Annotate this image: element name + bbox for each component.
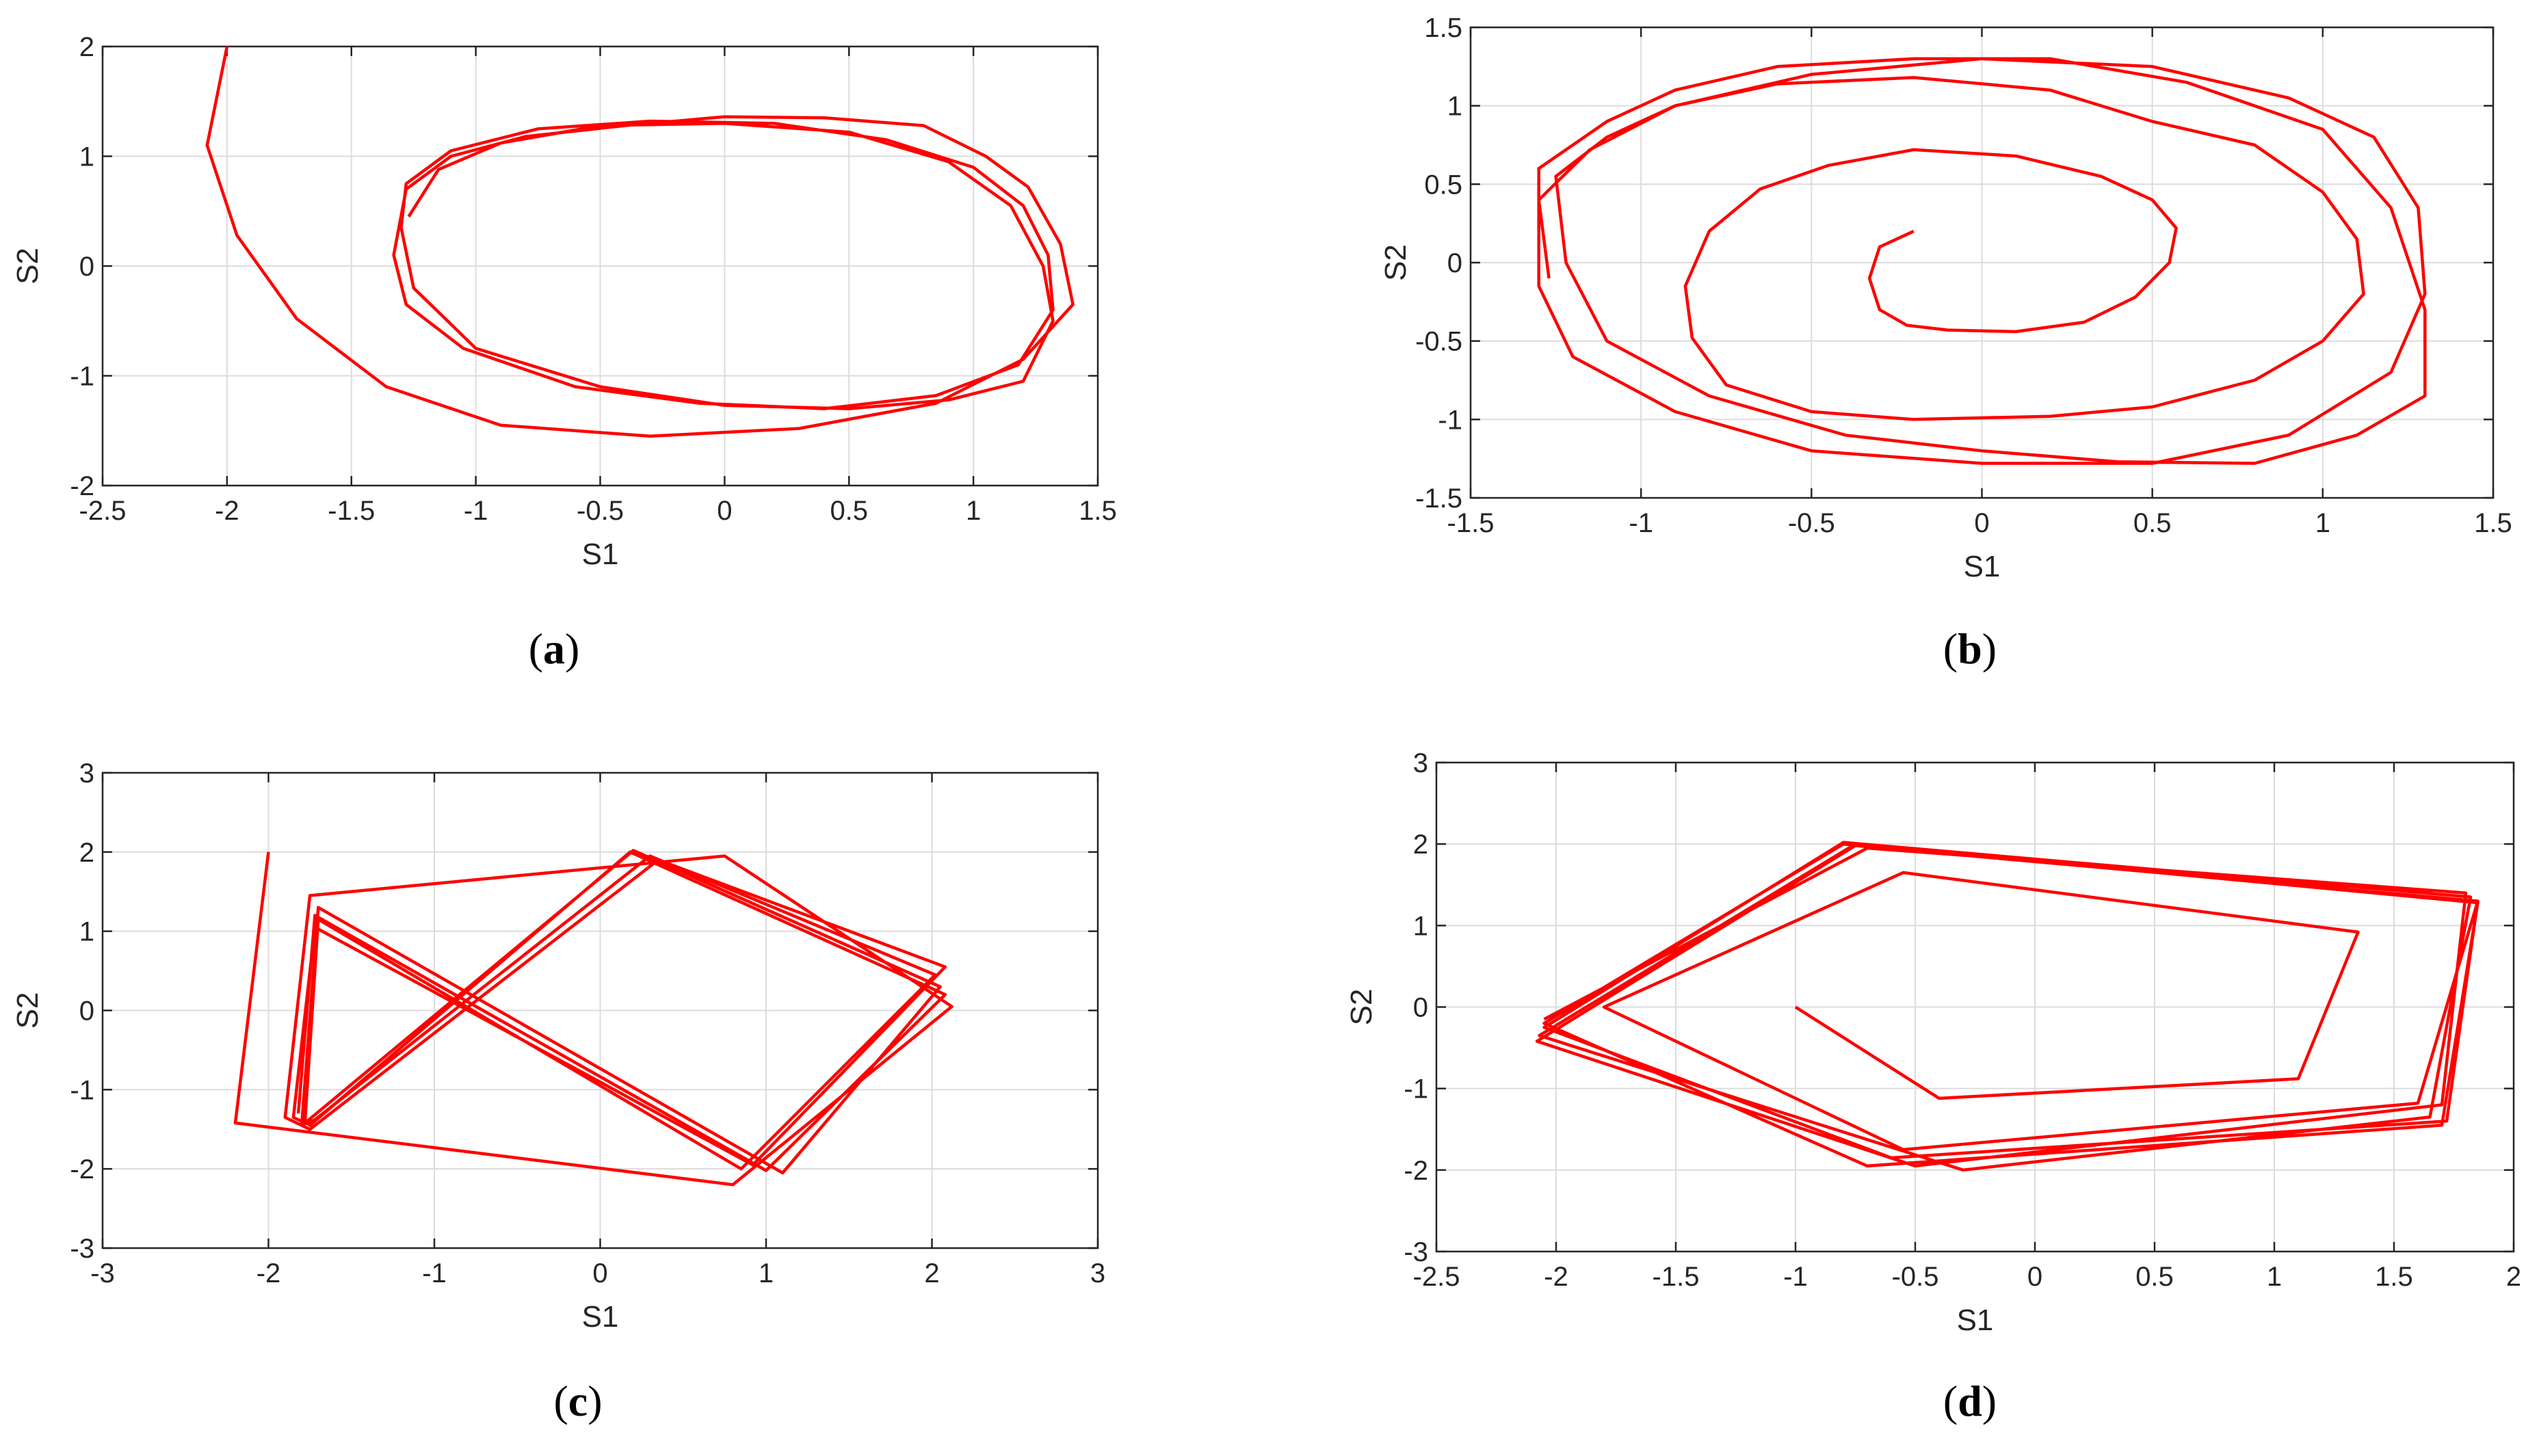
x-tick-label: 0.5 (2133, 508, 2172, 538)
y-tick-label: 2 (1413, 830, 1428, 860)
x-tick-label: 1.5 (2474, 508, 2512, 538)
series-line (1535, 840, 2479, 1172)
y-tick-label: 2 (79, 32, 94, 62)
chart-panel-c: -3 -2 -1 0 1 2 3 -3 -2 -1 0 1 2 3 S1 S2 (c) (11, 758, 1105, 1425)
y-tick-label: -2 (1404, 1156, 1428, 1186)
x-tick-label: 0 (717, 496, 732, 526)
x-tick-label: -0.5 (1892, 1262, 1939, 1292)
x-tick-label: 2 (2506, 1262, 2521, 1292)
x-tick-label: 0 (2027, 1262, 2042, 1292)
y-axis-label: S2 (11, 992, 44, 1029)
panel-label: (c) (553, 1377, 602, 1425)
y-tick-label: -2 (70, 1154, 94, 1184)
y-tick-label: -3 (70, 1234, 94, 1264)
x-tick-label: 1.5 (1079, 496, 1117, 526)
x-tick-label: -1 (422, 1258, 447, 1288)
x-tick-label: 1 (2267, 1262, 2282, 1292)
x-tick-label: -2 (256, 1258, 281, 1288)
x-tick-label: -1 (1783, 1262, 1808, 1292)
x-tick-label: -1.5 (328, 496, 375, 526)
y-tick-label: -1 (70, 362, 94, 392)
x-axis-label: S1 (582, 1300, 619, 1334)
x-tick-label: -2.5 (1413, 1262, 1460, 1292)
x-tick-label: 0.5 (2135, 1262, 2174, 1292)
x-tick-label: 1 (2315, 508, 2330, 538)
y-tick-label: 0 (79, 996, 94, 1027)
y-tick-label: 0 (1447, 248, 1462, 278)
x-tick-label: -3 (90, 1258, 115, 1288)
x-tick-label: -2 (1544, 1262, 1568, 1292)
x-tick-label: -1.5 (1447, 508, 1495, 538)
series-line (205, 46, 1075, 438)
x-tick-label: 3 (1090, 1258, 1105, 1288)
x-tick-label: 1 (966, 496, 981, 526)
y-tick-label: 1.5 (1424, 13, 1462, 43)
y-tick-label: 0.5 (1424, 170, 1462, 200)
panel-label: (b) (1943, 624, 1997, 673)
y-tick-label: 1 (1413, 911, 1428, 941)
x-tick-label: -0.5 (1788, 508, 1835, 538)
x-axis-label: S1 (582, 538, 619, 571)
y-tick-label: 2 (79, 838, 94, 868)
y-tick-label: 1 (79, 142, 94, 172)
y-tick-label: -1.5 (1415, 484, 1462, 514)
x-tick-label: 0 (1974, 508, 1989, 538)
y-tick-label: -0.5 (1415, 327, 1462, 357)
y-tick-label: 0 (1413, 993, 1428, 1023)
x-tick-label: -1 (1629, 508, 1653, 538)
x-axis-label: S1 (1964, 550, 2001, 583)
x-tick-label: 2 (924, 1258, 939, 1288)
chart-panel-b: -1.5 -1 -0.5 0 0.5 1 1.5 -1.5 -1 -0.5 0 0.5 1 1.5 S1 S2… (1379, 13, 2512, 673)
x-tick-label: 0.5 (830, 496, 868, 526)
x-tick-label: -2 (215, 496, 239, 526)
y-tick-label: -1 (1404, 1074, 1428, 1104)
y-axis-label: S2 (11, 248, 44, 284)
y-axis-label: S2 (1345, 989, 1378, 1026)
series-line (1537, 57, 2427, 465)
chart-panel-d: -2.5 -2 -1.5 -1 -0.5 0 0.5 1 1.5 2 -3 -2 -1 0 1 2 3 S1 S2 (… (1345, 748, 2521, 1425)
y-tick-label: 1 (1447, 92, 1462, 122)
y-tick-label: 1 (79, 917, 94, 947)
y-tick-label: 0 (79, 252, 94, 282)
y-tick-label: 3 (1413, 748, 1428, 778)
y-tick-label: -3 (1404, 1237, 1428, 1267)
y-tick-label: -1 (1438, 405, 1462, 435)
x-tick-label: -1.5 (1653, 1262, 1700, 1292)
x-tick-label: 1 (759, 1258, 774, 1288)
series-line (233, 849, 953, 1187)
x-tick-label: -0.5 (577, 496, 624, 526)
y-tick-label: -2 (70, 471, 94, 501)
panel-label: (d) (1943, 1377, 1997, 1425)
x-tick-label: -1 (464, 496, 488, 526)
panel-label: (a) (529, 624, 580, 673)
x-axis-label: S1 (1957, 1303, 1994, 1337)
x-tick-label: 1.5 (2375, 1262, 2413, 1292)
y-axis-label: S2 (1379, 244, 1412, 281)
x-tick-label: 0 (592, 1258, 607, 1288)
y-tick-label: 3 (79, 758, 94, 789)
x-tick-label: -2.5 (79, 496, 127, 526)
y-tick-label: -1 (70, 1075, 94, 1105)
